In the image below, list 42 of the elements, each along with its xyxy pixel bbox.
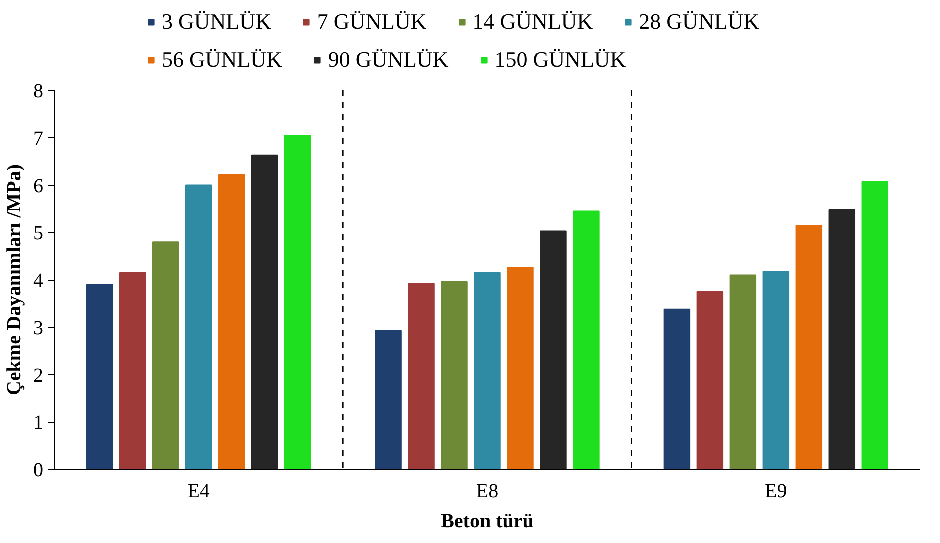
legend-label: 28 GÜNLÜK [639,9,760,35]
bar [86,284,114,470]
y-tick-label: 4 [34,270,44,292]
y-tick-label: 3 [34,317,44,340]
legend-label: 150 GÜNLÜK [494,47,626,73]
bar [762,270,790,470]
y-tick-label: 6 [34,175,44,198]
legend-label: 7 GÜNLÜK [317,9,427,35]
bar [119,272,146,470]
bar [796,225,823,470]
bar [375,330,402,470]
bar [507,267,534,470]
bar [696,291,724,470]
bar [730,274,757,470]
y-tick-label: 1 [34,412,44,434]
y-tick-label: 8 [34,80,44,102]
x-tick-label: E8 [476,480,499,502]
bar [862,181,889,470]
bar [441,281,468,470]
bar [185,184,212,470]
y-tick-label: 0 [34,460,44,482]
y-tick-label: 2 [34,364,44,387]
y-axis-title: Çekme Dayanımları /MPa) [4,164,26,396]
y-tick-label: 5 [34,222,44,245]
bar [152,242,180,470]
bar [251,154,278,470]
legend-label: 14 GÜNLÜK [472,9,594,35]
x-tick-label: E4 [188,480,210,502]
bar [218,174,246,470]
legend-label: 90 GÜNLÜK [328,47,449,73]
bar [540,230,567,470]
bar [408,283,435,470]
bar [284,135,312,470]
legend-label: 56 GÜNLÜK [162,47,282,73]
bar [474,272,501,470]
bar [828,209,856,470]
x-axis-title: Beton türü [441,510,534,532]
bar [664,308,691,470]
bar [573,210,600,470]
x-tick-label: E9 [765,480,788,502]
y-tick-label: 7 [34,128,44,150]
legend-label: 3 GÜNLÜK [162,9,272,35]
